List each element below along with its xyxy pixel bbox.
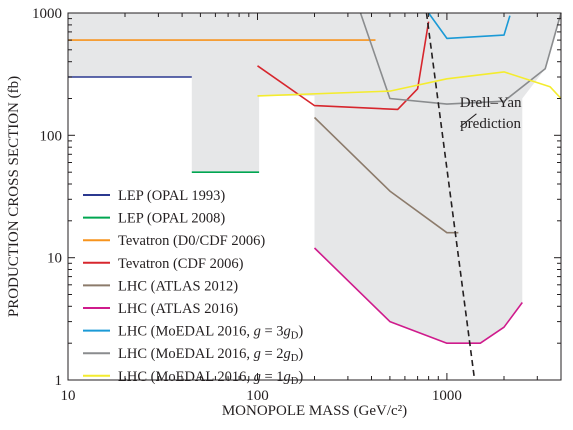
- y-tick-label: 1000: [32, 6, 62, 22]
- legend-label: LEP (OPAL 2008): [118, 211, 225, 227]
- x-tick-label: 1000: [432, 388, 462, 404]
- series-line-8: [359, 12, 562, 105]
- series-line-6: [313, 247, 523, 345]
- series-layer: [68, 12, 562, 345]
- legend-label: Tevatron (D0/CDF 2006): [118, 233, 265, 249]
- legend-label: LEP (OPAL 1993): [118, 188, 225, 204]
- annotation-label: prediction: [460, 116, 521, 132]
- series-line-9: [257, 71, 562, 100]
- tick-marks: [67, 12, 562, 381]
- annotations: Drell–Yan prediction: [460, 95, 522, 132]
- legend-label: LHC (ATLAS 2016): [118, 301, 238, 317]
- drell-yan-curve: [425, 12, 476, 381]
- x-tick-label: 100: [246, 388, 269, 404]
- x-axis-label: MONOPOLE MASS (GeV/c²): [222, 403, 407, 419]
- y-tick-label: 10: [47, 251, 62, 267]
- annotation-label: Drell–Yan: [460, 95, 522, 111]
- legend-label: LHC (MoEDAL 2016, g = 2gD): [118, 346, 303, 364]
- legend-label: Tevatron (CDF 2006): [118, 256, 244, 272]
- y-tick-label: 1: [55, 373, 63, 389]
- legend: LEP (OPAL 1993) LEP (OPAL 2008) Tevatron (…: [83, 188, 303, 387]
- annotation-pointer: [460, 113, 477, 127]
- legend-label: LHC (MoEDAL 2016, g = 3gD): [118, 324, 303, 342]
- series-line-5: [313, 116, 459, 234]
- y-tick-labels: 1 10 100 1000: [32, 6, 62, 389]
- legend-label: LHC (MoEDAL 2016, g = 1gD): [118, 369, 303, 387]
- y-axis-label: PRODUCTION CROSS SECTION (fb): [6, 76, 22, 317]
- x-tick-label: 10: [61, 388, 76, 404]
- drell-yan-layer: [425, 12, 476, 381]
- series-line-7: [427, 12, 511, 40]
- legend-label: LHC (ATLAS 2012): [118, 278, 238, 294]
- y-tick-label: 100: [40, 128, 63, 144]
- series-line-4: [257, 21, 430, 111]
- x-tick-labels: 10 100 1000: [61, 388, 462, 404]
